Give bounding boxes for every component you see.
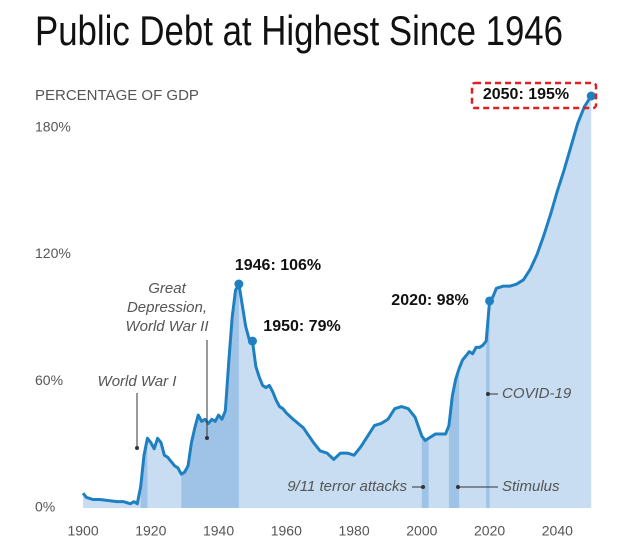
leader-dot: [456, 485, 460, 489]
highlight-point: [247, 336, 257, 346]
highlight-box: [470, 81, 598, 110]
period-label: Stimulus: [502, 478, 560, 495]
period-label: 9/11 terror attacks: [287, 478, 407, 495]
point-label: 2020: 98%: [391, 292, 468, 309]
y-tick-label: 0%: [35, 499, 55, 515]
leader-dot: [135, 446, 139, 450]
period-label: Depression,: [127, 299, 207, 316]
x-tick-label: 2040: [542, 523, 573, 539]
highlight-point: [234, 279, 244, 289]
period-label: Great: [148, 280, 186, 297]
y-tick-label: 120%: [35, 245, 71, 261]
period-label: World War II: [125, 318, 208, 335]
leader-dot: [486, 392, 490, 396]
highlight-point: [485, 296, 495, 306]
point-label: 2050: 195%: [483, 86, 569, 103]
period-label: World War I: [98, 373, 177, 390]
x-tick-label: 1980: [338, 523, 369, 539]
y-tick-label: 60%: [35, 372, 63, 388]
line: [81, 95, 593, 506]
area: [83, 96, 592, 508]
point-label: 1946: 106%: [235, 257, 321, 274]
y-tick-label: 180%: [35, 118, 71, 134]
period-label: COVID-19: [502, 385, 572, 402]
leader-dot: [205, 436, 209, 440]
x-tick-label: 1900: [67, 523, 98, 539]
leader-dot: [421, 485, 425, 489]
y-axis-label: PERCENTAGE OF GDP: [35, 87, 199, 104]
point-label: 1950: 79%: [263, 318, 340, 335]
x-tick-label: 2020: [474, 523, 505, 539]
highlight-point: [586, 91, 596, 101]
chart-title: Public Debt at Highest Since 1946: [35, 7, 563, 54]
x-tick-label: 1960: [271, 523, 302, 539]
x-tick-label: 2000: [406, 523, 437, 539]
x-tick-label: 1920: [135, 523, 166, 539]
x-tick-label: 1940: [203, 523, 234, 539]
